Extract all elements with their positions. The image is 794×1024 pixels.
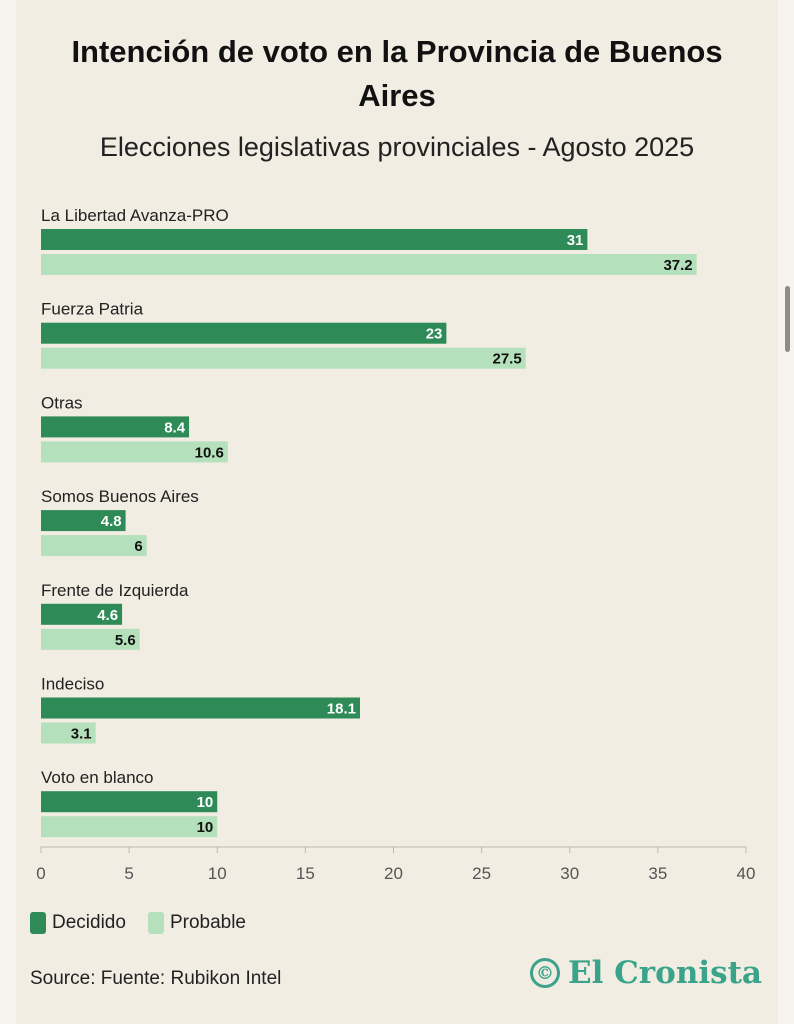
x-tick-label: 30 [560,864,579,883]
right-margin-strip [778,0,794,1024]
copyright-icon: © [529,958,560,988]
bar-decidido [41,510,126,532]
data-label-probable: 10 [197,819,214,836]
x-tick-label: 5 [124,864,133,883]
bar-probable [41,254,697,275]
source-note: Source: Fuente: Rubikon Intel [30,968,282,989]
legend-label-probable: Probable [169,912,246,933]
legend-swatch-probable [147,912,164,934]
data-label-probable: 37.2 [663,257,692,274]
category-label: Otras [41,393,83,412]
data-label-decidido: 4.8 [101,513,122,530]
data-label-probable: 27.5 [492,351,521,368]
category-label: Voto en blanco [41,768,153,787]
scrollbar-thumb[interactable] [785,286,790,352]
bar-decidido [41,791,218,813]
bar-decidido [41,697,361,719]
data-label-probable: 10.6 [195,444,224,461]
data-label-decidido: 8.4 [164,419,186,436]
data-label-probable: 3.1 [71,726,92,743]
bar-decidido [41,416,190,438]
category-label: Frente de Izquierda [41,581,189,600]
data-label-probable: 5.6 [115,632,136,649]
el-cronista-logo: © El Cronista [529,955,762,991]
left-margin-strip [0,0,16,1024]
legend: Decidido Probable [30,912,268,934]
data-label-decidido: 10 [197,794,214,811]
bar-probable [41,628,140,650]
x-tick-label: 40 [737,864,756,883]
bar-probable [41,441,228,463]
logo-text: El Cronista [567,955,762,991]
chart-subtitle: Elecciones legislativas provinciales - A… [99,132,695,162]
data-label-decidido: 31 [567,232,584,249]
x-tick-label: 0 [36,864,45,883]
data-label-decidido: 4.6 [97,607,118,624]
category-label: Fuerza Patria [41,300,144,319]
chart-title: Intención de voto en la Provincia de Bue… [71,34,723,113]
bar-decidido [41,603,123,625]
bar-probable [41,347,526,369]
legend-swatch-decidido [30,912,46,934]
legend-item-decidido: Decidido [30,912,126,934]
data-label-probable: 6 [134,538,142,555]
data-label-decidido: 18.1 [327,701,356,718]
bar-decidido [41,229,588,250]
category-label: La Libertad Avanza-PRO [41,206,229,225]
category-label: Somos Buenos Aires [41,487,199,506]
x-tick-label: 15 [296,864,315,883]
data-label-decidido: 23 [426,326,443,343]
category-label: Indeciso [41,675,104,694]
x-tick-label: 20 [384,864,403,883]
bar-probable [41,535,147,557]
x-tick-label: 10 [208,864,227,883]
bar-probable [41,722,96,744]
x-tick-label: 35 [648,864,667,883]
legend-label-decidido: Decidido [52,912,126,933]
bar-decidido [41,322,447,344]
bar-probable [41,816,218,838]
x-tick-label: 25 [472,864,491,883]
legend-item-probable: Probable [147,912,246,934]
